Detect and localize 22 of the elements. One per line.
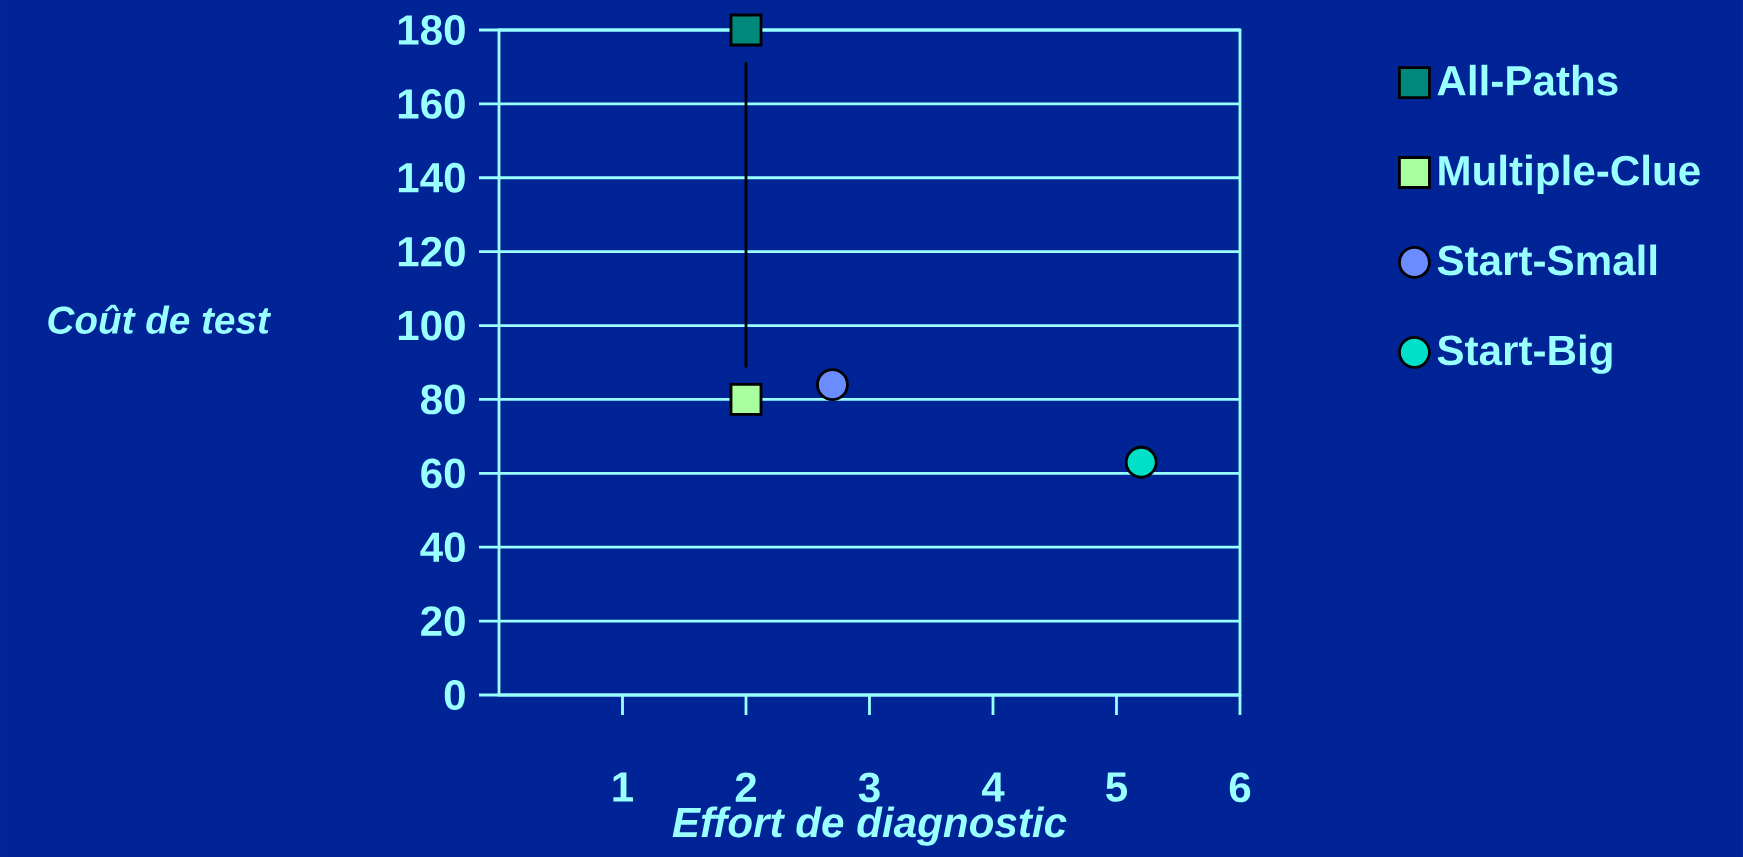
legend-label: Multiple-Clue xyxy=(1439,154,1700,194)
y-axis-title: Coût de test xyxy=(48,304,272,334)
x-tick-label: 3 xyxy=(858,772,880,803)
y-tick-label: 80 xyxy=(421,384,465,415)
x-tick-label: 2 xyxy=(735,772,757,802)
y-tick-label: 0 xyxy=(444,679,465,710)
legend-label: Start-Big xyxy=(1437,334,1612,374)
y-tick-label: 180 xyxy=(398,14,465,45)
y-tick-label: 160 xyxy=(398,88,465,119)
y-tick-label: 140 xyxy=(398,162,465,193)
legend-label: Start-Small xyxy=(1437,244,1657,276)
legend-label: All-Paths xyxy=(1437,64,1618,96)
y-tick-label: 60 xyxy=(421,458,465,488)
y-tick-label: 100 xyxy=(398,310,465,341)
x-axis-title: Effort de diagnostic xyxy=(672,806,1067,846)
y-tick-label: 120 xyxy=(398,236,465,267)
x-tick-label: 6 xyxy=(1229,772,1251,803)
y-tick-label: 40 xyxy=(420,532,465,562)
y-tick-label: 20 xyxy=(421,605,465,636)
x-tick-label: 1 xyxy=(613,772,634,802)
x-tick-label: 4 xyxy=(981,772,1005,802)
x-tick-label: 5 xyxy=(1106,772,1128,802)
